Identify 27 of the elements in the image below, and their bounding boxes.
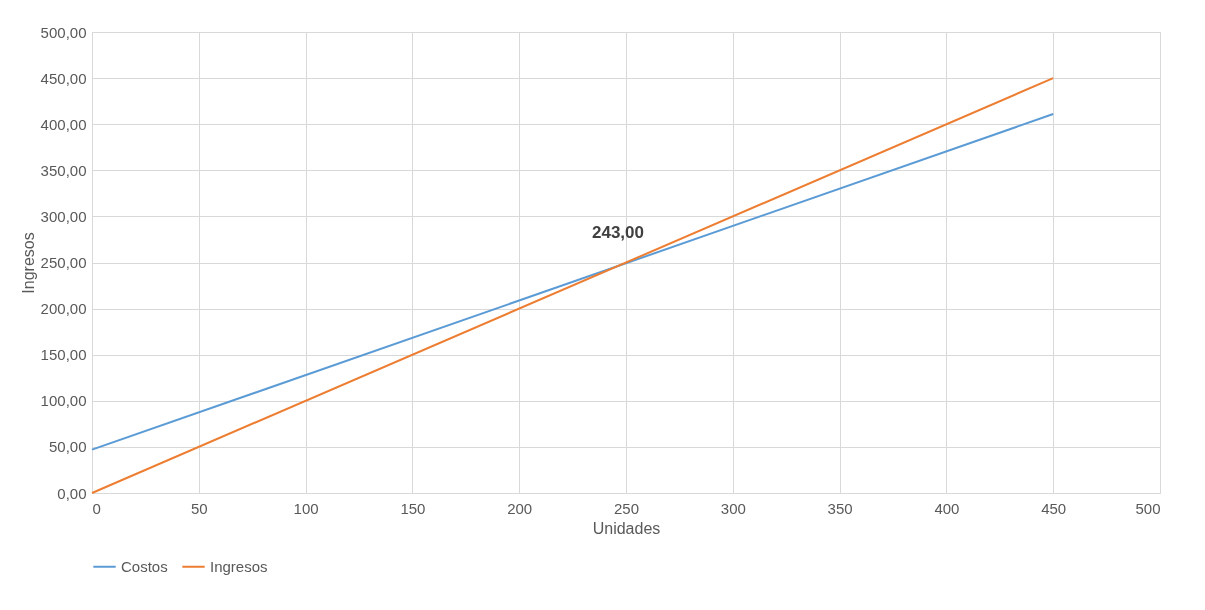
- x-tick-label: 250: [613, 499, 640, 517]
- annotation: 243,00: [592, 222, 644, 242]
- y-tick-label: 100,00: [40, 392, 87, 410]
- y-tick-label: 450,00: [40, 69, 87, 87]
- legend-label: Costos: [121, 557, 168, 575]
- y-tick-label: 300,00: [40, 207, 87, 225]
- y-tick-label: 350,00: [40, 161, 87, 179]
- x-tick-label: 500: [1135, 499, 1161, 517]
- x-tick-label: 150: [400, 499, 426, 517]
- y-tick-label: 250,00: [40, 254, 87, 271]
- x-tick-label: 400: [934, 499, 960, 517]
- y-tick-label: 0,00: [57, 484, 87, 502]
- x-tick-label: 50: [190, 499, 208, 517]
- x-axis-title: Unidades: [592, 519, 661, 537]
- y-tick-label: 500,00: [40, 23, 87, 41]
- x-tick-label: 0: [92, 499, 101, 517]
- x-tick-label: 450: [1041, 499, 1067, 517]
- y-axis-title: Ingresos: [19, 232, 37, 294]
- x-tick-label: 200: [507, 499, 533, 517]
- x-tick-label: 300: [720, 499, 746, 517]
- y-tick-label: 50,00: [48, 438, 87, 456]
- x-tick-label: 350: [827, 499, 853, 517]
- x-tick-label: 100: [293, 499, 319, 517]
- y-tick-label: 200,00: [40, 300, 87, 318]
- y-tick-label: 400,00: [40, 115, 87, 133]
- legend-label: Ingresos: [210, 557, 268, 575]
- y-tick-label: 150,00: [40, 346, 87, 364]
